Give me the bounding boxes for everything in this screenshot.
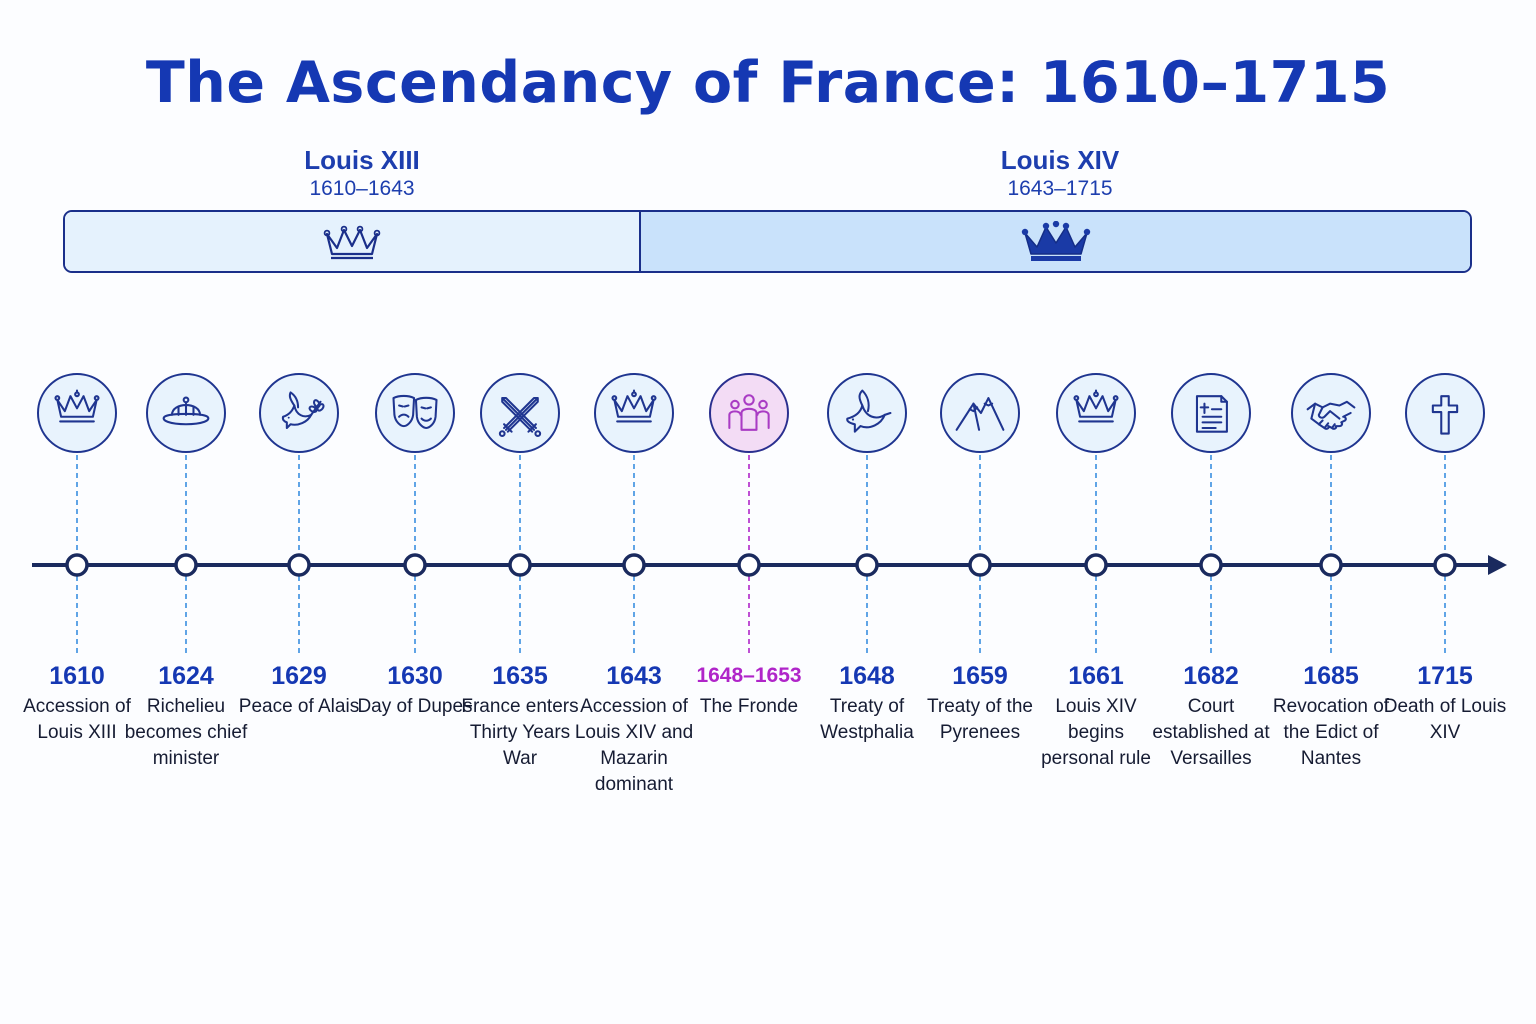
- reign-name: Louis XIII: [304, 145, 420, 175]
- event-label: 1648 Treaty of Westphalia: [797, 660, 937, 746]
- page-title: The Ascendancy of France: 1610–1715: [145, 50, 1391, 116]
- event-description: Death of Louis XIV: [1383, 696, 1507, 743]
- dove-icon: [846, 389, 892, 433]
- event-label: 1629 Peace of Alais: [229, 660, 369, 720]
- event-description: Treaty of Westphalia: [820, 696, 914, 743]
- event-icon-circle: [259, 373, 339, 453]
- event-icon-circle: [146, 373, 226, 453]
- reign-segment-louis-xiv: [641, 212, 1470, 271]
- event-label: 1610 Accession of Louis XIII: [7, 660, 147, 746]
- event-year: 1659: [952, 662, 1008, 690]
- timeline-node: [1433, 553, 1457, 577]
- timeline-node: [403, 553, 427, 577]
- event-description: Accession of Louis XIV and Mazarin domin…: [574, 696, 694, 795]
- timeline-node: [622, 553, 646, 577]
- crossed-swords-icon: [498, 397, 542, 437]
- reign-segment-louis-xiii: [65, 212, 641, 271]
- event-description: Revocation of the Edict of Nantes: [1272, 696, 1390, 769]
- event-label: 1715 Death of Louis XIV: [1375, 660, 1515, 746]
- event-icon-circle: [480, 373, 560, 453]
- event-year: 1635: [492, 662, 548, 690]
- event-description: Treaty of the Pyrenees: [927, 696, 1033, 743]
- mountains-icon: [955, 397, 1005, 431]
- timeline-node: [1319, 553, 1343, 577]
- event-icon-circle: [1291, 373, 1371, 453]
- timeline-node: [737, 553, 761, 577]
- crown-icon: [54, 389, 100, 423]
- crown-outline-icon: [323, 225, 381, 259]
- event-description: The Fronde: [699, 696, 799, 717]
- timeline-node: [1199, 553, 1223, 577]
- event-description: Richelieu becomes chief minister: [124, 696, 248, 769]
- event-icon-circle: [1171, 373, 1251, 453]
- event-icon-circle: [709, 373, 789, 453]
- timeline-node: [508, 553, 532, 577]
- reign-label-louis-xiv: Louis XIV 1643–1715: [960, 144, 1160, 202]
- event-description: Day of Dupes: [357, 696, 473, 717]
- event-label: 1643 Accession of Louis XIV and Mazarin d…: [564, 660, 704, 798]
- event-year: 1643: [606, 662, 662, 690]
- timeline-node: [65, 553, 89, 577]
- arrow-head-icon: [1488, 555, 1507, 575]
- event-label: 1682 Court established at Versailles: [1141, 660, 1281, 772]
- event-icon-circle: [375, 373, 455, 453]
- event-description: Peace of Alais: [238, 696, 360, 717]
- document-scroll-icon: [1195, 395, 1228, 433]
- timeline-node: [855, 553, 879, 577]
- reign-bar: [63, 210, 1472, 273]
- cardinal-hat-icon: [162, 396, 210, 426]
- reign-years: 1610–1643: [309, 177, 415, 200]
- event-description: France enters Thirty Years War: [461, 696, 579, 769]
- event-description: Accession of Louis XIII: [23, 696, 131, 743]
- event-icon-circle: [37, 373, 117, 453]
- event-year: 1715: [1417, 662, 1473, 690]
- handshake-icon: [1306, 400, 1356, 430]
- event-icon-circle: [1056, 373, 1136, 453]
- cross-icon: [1431, 395, 1459, 435]
- event-year: 1661: [1068, 662, 1124, 690]
- theater-masks-icon: [392, 394, 438, 429]
- event-label: 1624 Richelieu becomes chief minister: [116, 660, 256, 772]
- event-year: 1648: [839, 662, 895, 690]
- timeline-node: [287, 553, 311, 577]
- event-year: 1685: [1303, 662, 1359, 690]
- event-label: 1635 France enters Thirty Years War: [450, 660, 590, 772]
- reign-label-louis-xiii: Louis XIII 1610–1643: [262, 144, 462, 202]
- crown-icon: [1073, 389, 1119, 423]
- crown-icon: [611, 389, 657, 423]
- event-icon-circle: [827, 373, 907, 453]
- timeline-node: [968, 553, 992, 577]
- event-icon-circle: [1405, 373, 1485, 453]
- event-year: 1682: [1183, 662, 1239, 690]
- timeline-node: [174, 553, 198, 577]
- reign-name: Louis XIV: [1000, 145, 1120, 175]
- event-description: Louis XIV begins personal rule: [1041, 696, 1151, 769]
- event-year: 1648–1653: [696, 664, 802, 687]
- reign-years: 1643–1715: [1007, 177, 1113, 200]
- event-label: 1630 Day of Dupes: [345, 660, 485, 720]
- event-year: 1624: [158, 662, 214, 690]
- event-label: 1648–1653 The Fronde: [679, 660, 819, 720]
- event-year: 1629: [271, 662, 327, 690]
- group-people-icon: [728, 394, 770, 431]
- dove-olive-branch-icon: [281, 391, 325, 429]
- crown-filled-icon: [1021, 220, 1090, 261]
- timeline-node: [1084, 553, 1108, 577]
- event-icon-circle: [940, 373, 1020, 453]
- event-label: 1659 Treaty of the Pyrenees: [910, 660, 1050, 746]
- event-year: 1610: [49, 662, 105, 690]
- event-label: 1685 Revocation of the Edict of Nantes: [1261, 660, 1401, 772]
- event-icon-circle: [594, 373, 674, 453]
- event-year: 1630: [387, 662, 443, 690]
- event-description: Court established at Versailles: [1152, 696, 1270, 769]
- event-label: 1661 Louis XIV begins personal rule: [1026, 660, 1166, 772]
